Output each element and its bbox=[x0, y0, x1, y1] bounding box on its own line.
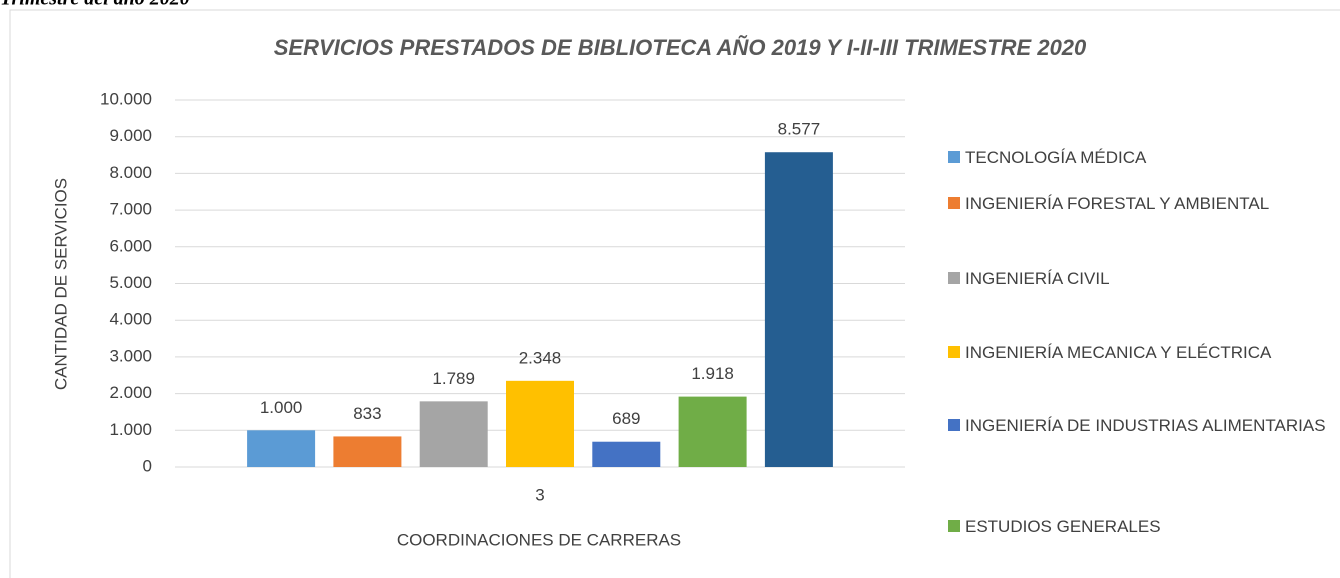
y-tick-label: 1.000 bbox=[109, 420, 152, 439]
y-axis-label: CANTIDAD DE SERVICIOS bbox=[51, 178, 70, 390]
legend-swatch bbox=[948, 520, 960, 532]
bar bbox=[247, 430, 316, 467]
legend-item: INGENIERÍA FORESTAL Y AMBIENTAL bbox=[948, 190, 1333, 217]
legend-label: INGENIERÍA DE INDUSTRIAS ALIMENTARIAS bbox=[965, 416, 1326, 435]
chart-border bbox=[9, 9, 1340, 578]
y-tick-label: 10.000 bbox=[100, 89, 152, 108]
data-label: 8.577 bbox=[778, 120, 821, 139]
y-tick-label: 4.000 bbox=[109, 310, 152, 329]
y-tick-label: 9.000 bbox=[109, 126, 152, 145]
data-label: 1.918 bbox=[691, 364, 734, 383]
x-axis-label: COORDINACIONES DE CARRERAS bbox=[397, 530, 681, 549]
legend-label: ESTUDIOS GENERALES bbox=[965, 517, 1161, 536]
legend-item: INGENIERÍA MECANICA Y ELÉCTRICA bbox=[948, 339, 1333, 366]
legend-label: TECNOLOGÍA MÉDICA bbox=[965, 148, 1147, 167]
legend-swatch bbox=[948, 197, 960, 209]
y-tick-label: 0 bbox=[143, 456, 152, 475]
bar bbox=[419, 401, 488, 467]
data-label: 1.000 bbox=[260, 398, 303, 417]
bar bbox=[678, 396, 747, 467]
bar bbox=[592, 441, 661, 467]
y-tick-label: 2.000 bbox=[109, 383, 152, 402]
data-label: 689 bbox=[612, 409, 640, 428]
data-label: 833 bbox=[353, 404, 381, 423]
legend-swatch bbox=[948, 419, 960, 431]
bar bbox=[506, 380, 574, 467]
y-tick-label: 8.000 bbox=[109, 163, 152, 182]
legend-item: INGENIERÍA CIVIL bbox=[948, 265, 1333, 292]
y-tick-label: 5.000 bbox=[109, 273, 152, 292]
legend-swatch bbox=[948, 346, 960, 358]
bar bbox=[764, 152, 833, 467]
y-tick-label: 3.000 bbox=[109, 346, 152, 365]
x-tick-label: 3 bbox=[535, 485, 544, 504]
legend-label: INGENIERÍA MECANICA Y ELÉCTRICA bbox=[965, 343, 1272, 362]
y-tick-label: 6.000 bbox=[109, 236, 152, 255]
legend-label: INGENIERÍA CIVIL bbox=[965, 269, 1110, 288]
legend-swatch bbox=[948, 272, 960, 284]
chart-title: SERVICIOS PRESTADOS DE BIBLIOTECA AÑO 20… bbox=[274, 35, 1087, 60]
data-label: 2.348 bbox=[519, 348, 562, 367]
legend-label: INGENIERÍA FORESTAL Y AMBIENTAL bbox=[965, 194, 1270, 213]
y-tick-label: 7.000 bbox=[109, 200, 152, 219]
legend-item: INGENIERÍA DE INDUSTRIAS ALIMENTARIAS bbox=[948, 412, 1333, 439]
caption: Trimestre del año 2020 bbox=[0, 0, 190, 10]
data-label: 1.789 bbox=[432, 369, 475, 388]
legend-item: TECNOLOGÍA MÉDICA bbox=[948, 144, 1333, 171]
legend-item: ESTUDIOS GENERALES bbox=[948, 513, 1333, 540]
bar bbox=[333, 436, 402, 467]
legend-swatch bbox=[948, 151, 960, 163]
